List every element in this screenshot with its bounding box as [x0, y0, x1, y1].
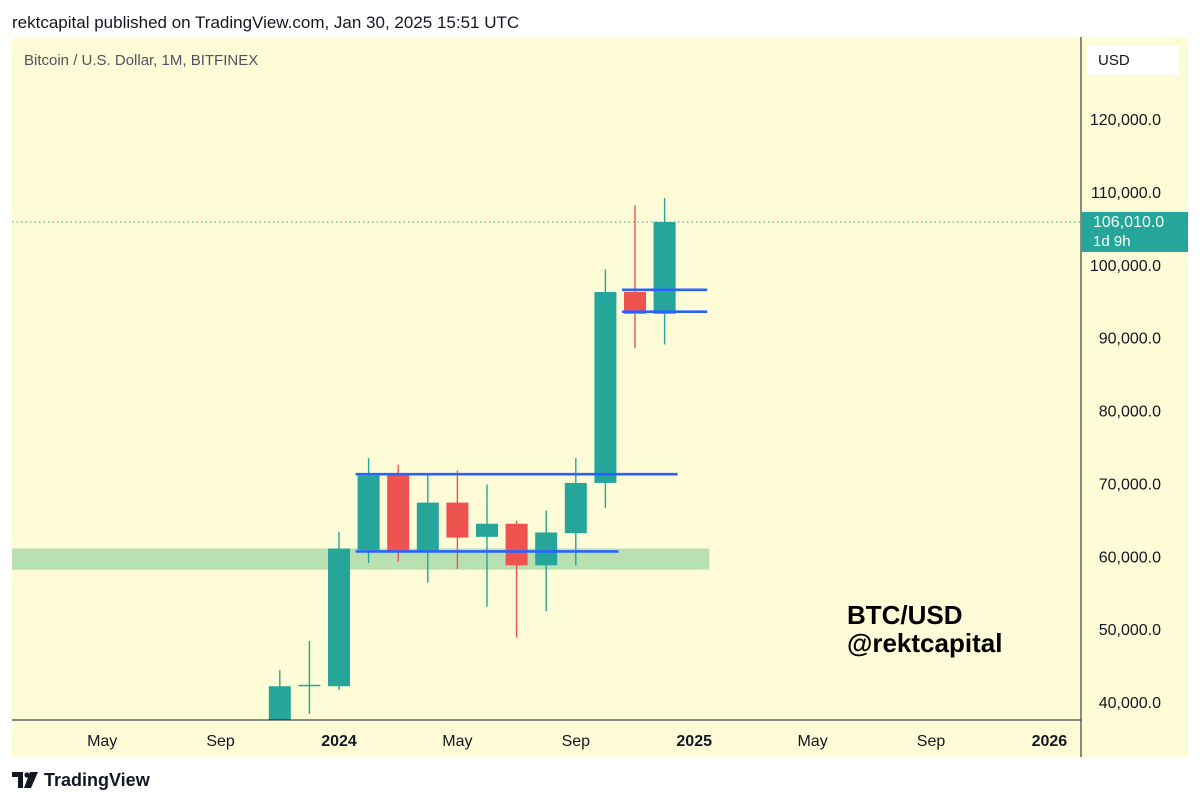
- candle-body: [564, 482, 587, 534]
- candle: [505, 520, 528, 638]
- chart-title: Bitcoin / U.S. Dollar, 1M, BITFINEX: [24, 52, 258, 69]
- x-tick-label: May: [442, 733, 472, 750]
- candle: [476, 484, 498, 607]
- x-tick-label: May: [87, 733, 117, 750]
- x-tick-label: 2024: [321, 733, 357, 750]
- tradingview-logo-text: TradingView: [44, 769, 150, 790]
- plot-area: [12, 197, 1080, 757]
- candle-body: [505, 523, 528, 566]
- x-tick-label: May: [797, 733, 827, 750]
- candle: [416, 473, 439, 583]
- candle-body: [535, 532, 558, 566]
- candle: [564, 458, 587, 566]
- candle-body: [594, 291, 617, 483]
- x-tick-label: Sep: [917, 733, 946, 750]
- x-tick-label: 2025: [676, 733, 712, 750]
- candle: [268, 670, 291, 720]
- candle-body: [328, 548, 350, 687]
- publish-header: rektcapital published on TradingView.com…: [12, 13, 520, 32]
- tradingview-branding[interactable]: TradingView: [12, 768, 150, 792]
- candle: [357, 458, 380, 564]
- candlestick-chart[interactable]: Bitcoin / U.S. Dollar, 1M, BITFINEX BTC/U…: [12, 37, 1188, 757]
- candle-body: [357, 475, 380, 550]
- candle-body: [239, 743, 261, 757]
- y-tick-label: 70,000.0: [1099, 476, 1161, 493]
- candle-body: [298, 684, 321, 687]
- candle: [594, 269, 617, 508]
- candle-body: [476, 523, 498, 537]
- candle-body: [624, 291, 646, 314]
- candle-body: [653, 221, 676, 314]
- y-tick-label: 80,000.0: [1099, 404, 1161, 421]
- candle-body: [416, 502, 439, 553]
- chart-panel: Bitcoin / U.S. Dollar, 1M, BITFINEX BTC/U…: [12, 37, 1188, 757]
- y-tick-label: 100,000.0: [1090, 258, 1161, 275]
- candle: [535, 510, 558, 612]
- watermark-text: @rektcapital: [847, 628, 1002, 658]
- currency-label: USD: [1098, 52, 1130, 69]
- tradingview-logo-icon: [12, 772, 38, 788]
- y-tick-label: 110,000.0: [1091, 185, 1161, 202]
- candle: [239, 739, 261, 757]
- y-tick-label: 90,000.0: [1099, 331, 1161, 348]
- y-tick-label: 60,000.0: [1099, 549, 1161, 566]
- candle: [624, 205, 646, 349]
- current-price-tag: [1082, 211, 1188, 252]
- y-tick-label: 120,000.0: [1090, 112, 1161, 129]
- x-tick-label: Sep: [206, 733, 235, 750]
- candle-body: [268, 686, 291, 720]
- x-tick-label: Sep: [562, 733, 591, 750]
- currency-box: [1087, 45, 1179, 75]
- candle: [387, 464, 410, 562]
- candle-body: [387, 474, 410, 553]
- watermark-text: BTC/USD: [847, 600, 963, 630]
- y-tick-label: 40,000.0: [1099, 695, 1161, 712]
- x-tick-label: 2026: [1032, 733, 1068, 750]
- candle: [328, 531, 350, 690]
- candle: [653, 197, 676, 345]
- candle-body: [446, 502, 469, 538]
- candle-countdown-label: 1d 9h: [1093, 233, 1131, 250]
- y-tick-label: 50,000.0: [1099, 622, 1161, 639]
- support-zone: [12, 548, 710, 570]
- candle: [298, 641, 321, 714]
- current-price-label: 106,010.0: [1093, 214, 1164, 231]
